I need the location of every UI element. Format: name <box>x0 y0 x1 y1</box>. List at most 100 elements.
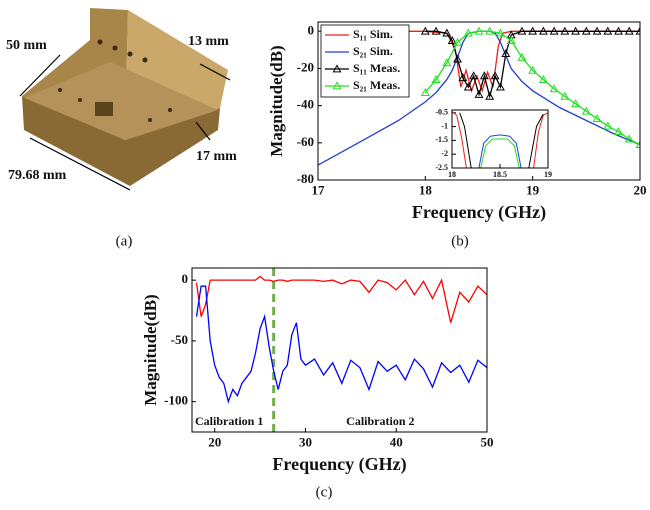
series-marker <box>603 26 613 35</box>
series-marker <box>479 71 489 80</box>
dim-line <box>19 54 61 97</box>
annotation: Calibration 1 <box>195 414 263 428</box>
chart: 18 18.5 19 -0.5 -1 -1.5 -2 -2.5 <box>435 108 552 179</box>
x-tick-label: 19 <box>544 170 552 179</box>
series-marker <box>549 84 559 93</box>
series-marker <box>420 88 430 97</box>
series-marker <box>592 114 602 123</box>
series-line <box>195 285 487 404</box>
dimension-label: 17 mm <box>196 149 237 164</box>
series-marker <box>581 26 591 35</box>
x-tick-label: 17 <box>312 183 326 198</box>
dimension-label: 13 mm <box>188 34 229 49</box>
dimension-label: 50 mm <box>6 38 47 53</box>
series-line <box>459 112 544 168</box>
block-top <box>24 62 218 140</box>
series-marker <box>538 26 548 35</box>
series-marker <box>447 35 457 44</box>
x-tick-label: 40 <box>390 435 403 450</box>
plot-frame <box>451 109 549 169</box>
series-marker <box>442 58 452 67</box>
series-marker <box>458 73 468 82</box>
series-marker <box>528 26 538 35</box>
y-tick-label: -1.5 <box>435 135 448 144</box>
dim-line <box>29 137 131 191</box>
x-tick-label: 18 <box>419 183 433 198</box>
series-line <box>480 138 520 168</box>
series-marker <box>635 26 640 35</box>
series-marker <box>571 99 581 108</box>
series-marker <box>496 28 505 37</box>
series-line <box>318 30 640 93</box>
series-marker <box>453 54 462 63</box>
series-marker <box>624 134 634 143</box>
series-line <box>452 111 548 168</box>
y-tick-label: -2.5 <box>435 163 448 172</box>
caption: (b) <box>451 233 469 249</box>
series-marker <box>549 26 559 35</box>
legend-label: S₂₁ Meas. <box>353 78 400 92</box>
series-marker <box>614 26 623 35</box>
series-marker <box>431 26 441 35</box>
series-marker <box>485 26 495 35</box>
y-tick-label: 0 <box>308 22 315 37</box>
dim-line <box>195 121 211 141</box>
series-line <box>425 30 640 99</box>
series-marker <box>496 82 505 91</box>
series-marker <box>528 65 538 74</box>
y-tick-label: -60 <box>297 134 314 149</box>
y-tick-label: -0.5 <box>435 108 448 117</box>
series-marker <box>624 26 634 35</box>
legend-label: S₂₁ Sim. <box>353 44 393 58</box>
series-marker <box>501 48 511 57</box>
y-tick-label: -40 <box>297 97 314 112</box>
series-marker <box>603 121 613 130</box>
y-tick-label: -100 <box>164 393 188 408</box>
series-marker <box>592 26 602 35</box>
series-group <box>318 26 640 166</box>
x-tick-label: 20 <box>634 183 647 198</box>
x-tick-label: 50 <box>481 435 494 450</box>
y-tick-label: -2 <box>441 149 448 158</box>
screw-holes <box>58 39 172 122</box>
series-marker <box>517 26 527 35</box>
series-marker <box>463 82 473 91</box>
x-tick-label: 20 <box>208 435 221 450</box>
series-marker <box>614 127 623 136</box>
series-marker <box>635 140 640 149</box>
caption: (a) <box>116 233 133 249</box>
caption: (c) <box>316 484 333 500</box>
legend-marker <box>332 81 342 90</box>
x-axis-label: Frequency (GHz) <box>272 454 406 475</box>
y-tick-label: -20 <box>297 59 314 74</box>
series-marker <box>560 91 570 100</box>
plot-frame <box>317 21 641 181</box>
x-tick-label: 18 <box>448 170 456 179</box>
series-marker <box>442 28 452 37</box>
legend-label: S₁₁ Meas. <box>353 61 400 75</box>
series-marker <box>431 74 441 84</box>
series-marker <box>538 74 548 84</box>
x-axis-label: Frequency (GHz) <box>412 202 546 223</box>
x-tick-label: 30 <box>299 435 312 450</box>
series-marker <box>485 91 495 100</box>
series-marker <box>420 26 430 35</box>
y-tick-label: -80 <box>297 171 314 186</box>
dim-line <box>199 63 231 81</box>
series-marker <box>474 89 484 98</box>
chart: 20 30 40 50 0 -50 -100 Frequency (GHz) Magnitude… <box>141 267 494 500</box>
series-marker <box>490 71 500 80</box>
series-line <box>478 134 522 168</box>
series-line <box>195 275 487 323</box>
annotation: Calibration 2 <box>346 414 414 428</box>
y-tick-label: -50 <box>171 332 188 347</box>
y-axis-label: Magnitude(dB) <box>267 45 286 156</box>
series-marker <box>560 26 570 35</box>
legend-label: S₁₁ Sim. <box>353 27 393 41</box>
x-tick-label: 18.5 <box>493 170 507 179</box>
plot-area <box>192 268 487 432</box>
plot-frame <box>191 267 488 433</box>
series-marker <box>453 37 462 46</box>
block-front <box>22 96 220 186</box>
